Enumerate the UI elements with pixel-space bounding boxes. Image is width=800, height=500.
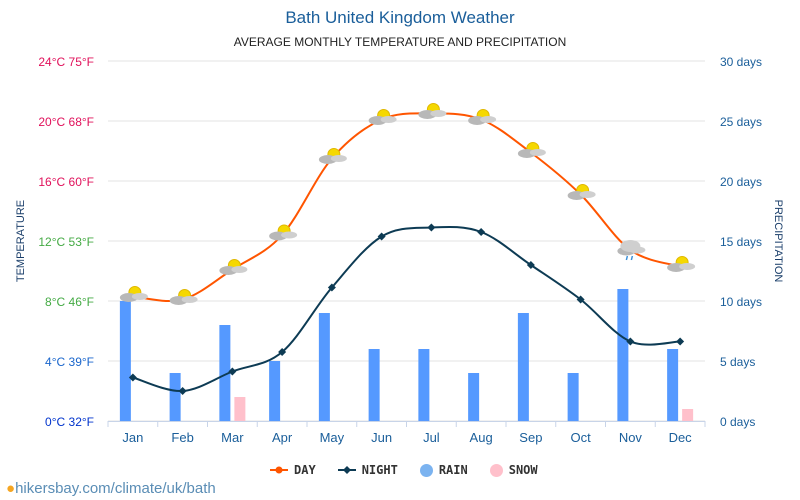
left-tick-label: 12°C 53°F: [38, 235, 94, 249]
night-point: [427, 223, 436, 232]
legend-snow[interactable]: SNOW: [489, 463, 538, 477]
left-tick-label: 0°C 32°F: [45, 415, 94, 429]
night-point: [676, 337, 685, 346]
rain-bar: [219, 325, 231, 421]
partly-cloudy-icon: [169, 289, 198, 305]
partly-cloudy-icon: [517, 142, 546, 158]
night-point: [377, 232, 386, 241]
night-point: [128, 373, 137, 382]
rain-bar: [418, 349, 430, 421]
rain-bar: [368, 349, 380, 421]
snow-bar: [234, 397, 246, 421]
x-tick-label: Apr: [272, 430, 293, 445]
x-tick-label: Oct: [571, 430, 592, 445]
x-tick-label: Jun: [371, 430, 392, 445]
night-point: [576, 295, 585, 304]
x-tick-label: Mar: [221, 430, 244, 445]
right-tick-label: 20 days: [720, 175, 762, 189]
rain-bar: [269, 361, 281, 421]
left-tick-label: 4°C 39°F: [45, 355, 94, 369]
rain-bar: [667, 349, 679, 421]
night-point: [228, 367, 237, 376]
night-point: [477, 228, 486, 236]
snow-bar: [682, 409, 694, 421]
rain-bar: [517, 313, 529, 421]
partly-cloudy-icon: [418, 103, 447, 119]
night-point: [178, 387, 187, 395]
rain-bar: [468, 373, 480, 421]
right-tick-label: 5 days: [720, 355, 755, 369]
right-tick-label: 25 days: [720, 115, 762, 129]
left-tick-label: 8°C 46°F: [45, 295, 94, 309]
source-link[interactable]: ●hikersbay.com/climate/uk/bath: [6, 480, 216, 497]
day-line: [132, 112, 681, 302]
x-tick-label: May: [320, 430, 345, 445]
x-tick-label: Nov: [619, 430, 643, 445]
x-tick-label: Aug: [470, 430, 493, 445]
legend-night[interactable]: NIGHT: [337, 463, 398, 477]
right-tick-label: 0 days: [720, 415, 755, 429]
chart-subtitle: AVERAGE MONTHLY TEMPERATURE AND PRECIPIT…: [233, 35, 567, 49]
partly-cloudy-icon: [269, 224, 298, 241]
partly-cloudy-icon: [318, 148, 347, 164]
right-axis-label: PRECIPITATION: [772, 200, 784, 283]
night-line: [132, 225, 681, 393]
left-tick-label: 24°C 75°F: [38, 55, 94, 69]
partly-cloudy-icon: [119, 286, 148, 302]
night-point: [626, 337, 635, 346]
x-tick-label: Dec: [669, 430, 693, 445]
partly-cloudy-icon: [667, 256, 696, 272]
right-tick-label: 10 days: [720, 295, 762, 309]
legend: DAY NIGHT RAIN SNOW: [270, 463, 538, 477]
x-tick-label: Jan: [122, 430, 143, 445]
right-tick-label: 30 days: [720, 55, 762, 69]
rain-bar: [617, 289, 629, 421]
rain-bar: [318, 313, 330, 421]
night-point: [327, 283, 336, 292]
legend-day[interactable]: DAY: [270, 463, 316, 477]
partly-cloudy-icon: [567, 184, 596, 200]
location-pin-icon: ●: [6, 480, 16, 497]
rain-bar: [169, 373, 181, 421]
x-tick-label: Sep: [519, 430, 542, 445]
x-tick-label: Feb: [171, 430, 193, 445]
left-tick-label: 16°C 60°F: [38, 175, 94, 189]
right-tick-label: 15 days: [720, 235, 762, 249]
night-point: [526, 261, 535, 269]
left-axis-label: TEMPERATURE: [15, 200, 27, 282]
left-tick-label: 20°C 68°F: [38, 115, 94, 129]
rain-bar: [119, 301, 131, 421]
x-tick-label: Jul: [423, 430, 440, 445]
night-point: [278, 348, 287, 356]
partly-cloudy-icon: [368, 109, 397, 125]
legend-rain[interactable]: RAIN: [419, 463, 468, 477]
partly-cloudy-icon: [468, 109, 497, 125]
partly-cloudy-icon: [219, 259, 248, 275]
rain-bar: [567, 373, 579, 421]
cloud-rain-icon: [617, 240, 646, 261]
chart-title: Bath United Kingdom Weather: [285, 8, 515, 27]
